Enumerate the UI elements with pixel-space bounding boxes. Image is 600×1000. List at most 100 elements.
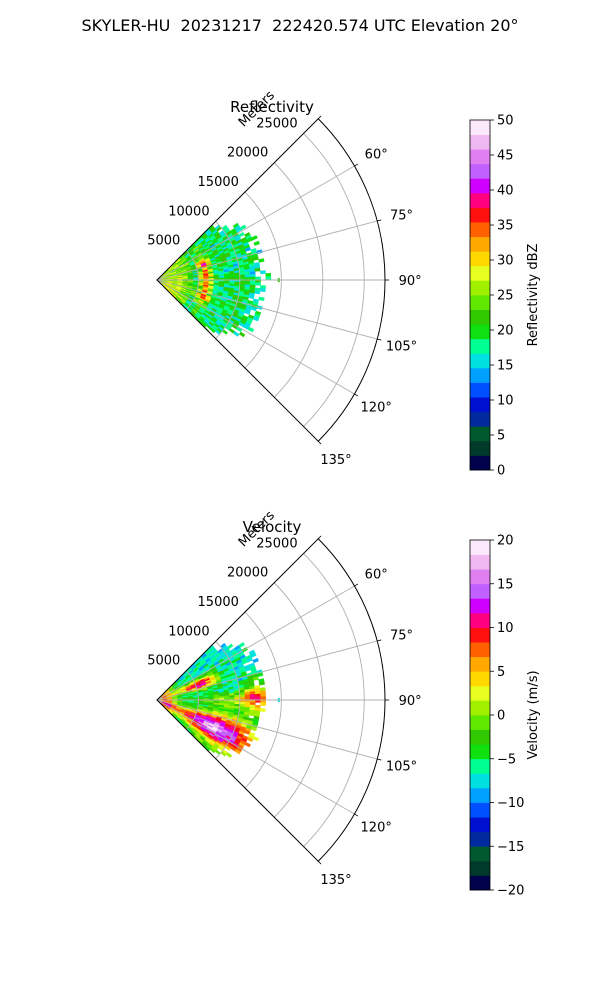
data-cell <box>249 271 256 275</box>
data-cell <box>234 748 241 755</box>
theta-tick-mark <box>354 393 359 397</box>
colorbar-swatch <box>470 831 490 847</box>
data-cell <box>259 708 266 713</box>
data-cell <box>209 747 216 754</box>
data-cell <box>252 316 260 322</box>
data-cell <box>257 672 264 677</box>
data-cell <box>255 276 261 280</box>
data-cell <box>244 694 251 698</box>
data-cell <box>265 276 272 280</box>
colorbar-swatch <box>470 773 490 789</box>
theta-tick-label: 120° <box>361 821 392 836</box>
data-cell <box>260 693 267 697</box>
colorbar-swatch <box>470 700 490 716</box>
data-cell <box>252 736 260 742</box>
range-tick-label: 25000 <box>256 116 297 131</box>
sector-frame <box>156 118 386 442</box>
theta-tick-mark <box>377 639 382 642</box>
data-cell <box>219 697 225 700</box>
colorbar-swatch <box>470 251 490 267</box>
data-cell <box>260 702 267 706</box>
data-cell <box>239 276 246 280</box>
colorbar-tick-label: 10 <box>497 394 514 409</box>
reflectivity-panel: 60° 75° 90° 105° 120° 135° 5000 10000 15000 20000… <box>147 88 541 478</box>
colorbar-swatch <box>470 802 490 818</box>
colorbar-swatch <box>470 540 490 555</box>
colorbar-tick-label: 15 <box>497 577 514 592</box>
colorbar-tick-label: 5 <box>497 665 505 680</box>
colorbar-tick-label: 5 <box>497 429 505 444</box>
colorbar-swatch <box>470 163 490 179</box>
data-cell <box>213 277 220 280</box>
azimuth-spoke <box>156 279 355 395</box>
azimuth-spoke <box>156 220 378 281</box>
sector-frame <box>156 538 386 862</box>
data-cell <box>204 745 211 752</box>
colorbar-label: Reflectivity dBZ <box>526 244 541 347</box>
data-cell <box>209 327 216 334</box>
range-tick-label: 15000 <box>198 175 239 190</box>
colorbar-swatch <box>470 367 490 383</box>
colorbar-swatch <box>470 817 490 833</box>
figure-title: SKYLER-HU 20231217 222420.574 UTC Elevat… <box>81 16 519 35</box>
data-cell <box>213 697 220 700</box>
colorbar-swatch <box>470 846 490 862</box>
data-cell <box>258 681 265 686</box>
azimuth-spoke <box>156 640 378 701</box>
colorbar-swatch <box>470 860 490 876</box>
colorbar-swatch <box>470 455 490 471</box>
data-cell <box>255 282 261 286</box>
data-cell <box>240 224 247 231</box>
data-cell <box>249 691 256 695</box>
panel-title: Velocity <box>243 518 302 536</box>
theta-tick-mark <box>377 219 382 222</box>
range-tick-label: 20000 <box>227 566 268 581</box>
reflectivity-colorbar: 0 5 10 15 20 25 30 35 40 45 50 Reflectivity dBZ <box>469 114 541 479</box>
colorbar-swatch <box>470 554 490 570</box>
colorbar-swatch <box>470 236 490 252</box>
data-cell <box>265 272 272 277</box>
theta-tick-label: 135° <box>320 453 351 468</box>
data-cell <box>248 712 255 717</box>
colorbar-swatch <box>470 207 490 223</box>
colorbar-swatch <box>470 440 490 456</box>
velocity-colorbar: −20 −15 −10 −5 0 5 10 15 20 Velocity (m/s) <box>469 534 541 899</box>
azimuth-spoke <box>156 279 378 340</box>
azimuth-spoke <box>156 699 378 760</box>
panel-title: Reflectivity <box>230 98 314 116</box>
colorbar-swatch <box>470 656 490 672</box>
data-cell <box>229 697 235 700</box>
velocity-panel: 60° 75° 90° 105° 120° 135° 5000 10000 15000 20000… <box>147 508 541 898</box>
colorbar-swatch <box>470 744 490 760</box>
colorbar-swatch <box>470 382 490 398</box>
data-cell <box>238 642 245 648</box>
data-cell <box>238 232 245 238</box>
colorbar-swatch <box>470 411 490 427</box>
data-cell <box>239 696 246 700</box>
data-cell <box>229 277 235 280</box>
data-cell <box>229 275 235 278</box>
colorbar-swatch <box>470 685 490 701</box>
colorbar-tick-label: 15 <box>497 359 514 374</box>
range-tick-label: 20000 <box>227 146 268 161</box>
colorbar-tick-label: 20 <box>497 534 514 549</box>
colorbar-swatch <box>470 875 490 891</box>
colorbar-swatch <box>470 426 490 442</box>
colorbar-swatch <box>470 353 490 369</box>
data-cell <box>244 696 251 700</box>
colorbar-swatch <box>470 222 490 238</box>
colorbar-swatch <box>470 120 490 135</box>
colorbar-swatch <box>470 787 490 803</box>
data-cell <box>251 235 258 241</box>
theta-tick-label: 75° <box>390 629 413 644</box>
data-cell <box>244 274 251 278</box>
data-cell <box>233 331 240 337</box>
data-cell <box>239 274 246 278</box>
data-cell <box>224 697 230 701</box>
data-cell <box>234 274 241 278</box>
theta-tick-label: 105° <box>386 760 417 775</box>
theta-tick-label: 60° <box>365 148 388 163</box>
colorbar-swatch <box>470 642 490 658</box>
data-cell <box>255 693 261 698</box>
